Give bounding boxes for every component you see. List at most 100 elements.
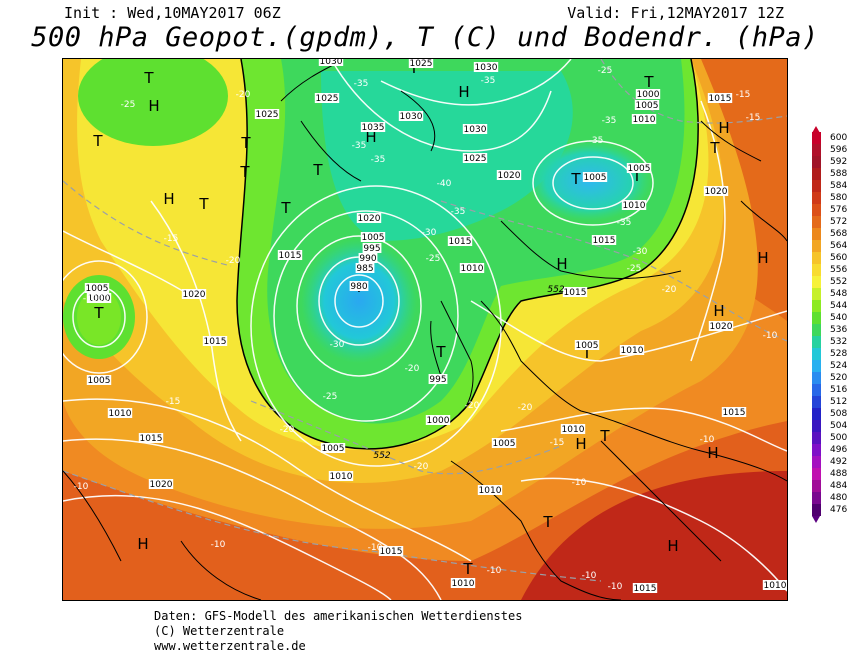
pressure-label: 1010 (764, 581, 787, 591)
temperature-label: -35 (481, 76, 496, 86)
pressure-label-bg (591, 235, 617, 245)
low-pressure-marker: T (198, 195, 209, 213)
legend-tick-label: 560 (830, 253, 848, 263)
temperature-label: -15 (550, 438, 565, 448)
legend-arrow-down (812, 516, 820, 523)
low-pressure-marker: T (581, 344, 592, 362)
high-pressure-marker: H (713, 302, 724, 320)
pressure-label: 1005 (493, 439, 516, 449)
legend-swatch (812, 312, 821, 324)
footer-data-source: Daten: GFS-Modell des amerikanischen Wet… (154, 609, 523, 623)
pressure-label-bg (398, 111, 424, 121)
pressure-label: 1005 (576, 341, 599, 351)
pressure-label-bg (355, 263, 375, 273)
pressure-label: 1030 (320, 59, 343, 67)
high-pressure-marker: H (163, 190, 174, 208)
temperature-label: -20 (280, 425, 295, 435)
legend-swatch (812, 168, 821, 180)
pressure-label: 1010 (623, 201, 646, 211)
pressure-label-bg (562, 287, 588, 297)
field-teal (321, 71, 573, 241)
pressure-label: 1000 (427, 416, 450, 426)
pressure-label-bg (447, 236, 473, 246)
temperature-label: -20 (236, 90, 251, 100)
temperature-label: -30 (633, 247, 648, 257)
legend-swatch (812, 132, 821, 144)
temperature-label: -35 (602, 116, 617, 126)
temperature-label: -35 (354, 79, 369, 89)
legend-swatch (812, 228, 821, 240)
pressure-label-bg (477, 485, 503, 495)
pressure-label-bg (707, 93, 733, 103)
pressure-label: 1015 (593, 236, 616, 246)
field-darkred (521, 471, 787, 600)
pressure-label-bg (362, 243, 382, 253)
temperature-label: -20 (226, 256, 241, 266)
temperature-label: -35 (617, 218, 632, 228)
high-pressure-marker: H (757, 249, 768, 267)
low-pressure-marker: T (143, 69, 154, 87)
pressure-label: 1030 (464, 125, 487, 135)
legend-tick-label: 500 (830, 433, 848, 443)
pressure-label: 1015 (634, 584, 657, 594)
pressure-label-bg (708, 321, 734, 331)
pressure-label-bg (462, 153, 488, 163)
pressure-label-bg (428, 374, 448, 384)
temperature-label: -10 (763, 331, 778, 341)
pressure-label-bg (631, 114, 657, 124)
legend-swatch (812, 420, 821, 432)
legend-swatch (812, 444, 821, 456)
pressure-label: 1025 (256, 110, 279, 120)
pressure-label: 990 (359, 254, 376, 264)
pressure-label: 1005 (322, 444, 345, 454)
low-pressure-marker: T (92, 132, 103, 150)
low-pressure-marker: T (631, 167, 642, 185)
pressure-label: 1020 (710, 322, 733, 332)
low-pressure-marker: T (462, 560, 473, 578)
temperature-label: -25 (627, 264, 642, 274)
pressure-label-bg (496, 170, 522, 180)
pressure-label-bg (148, 479, 174, 489)
legend-tick-label: 512 (830, 397, 848, 407)
legend-arrow-up (812, 126, 820, 133)
pressure-label-bg (320, 443, 346, 453)
footer-copyright: (C) Wetterzentrale (154, 624, 285, 638)
pressure-label: 1015 (709, 94, 732, 104)
pressure-label: 1010 (479, 486, 502, 496)
legend-swatch (812, 348, 821, 360)
pressure-label: 1020 (183, 290, 206, 300)
legend-swatch (812, 204, 821, 216)
pressure-label-bg (314, 93, 340, 103)
low-pressure-marker: T (643, 73, 654, 91)
legend-swatch (812, 492, 821, 504)
pressure-label: 985 (356, 264, 373, 274)
legend-tick-label: 540 (830, 313, 848, 323)
high-pressure-marker: H (137, 535, 148, 553)
pressure-label: 1010 (633, 115, 656, 125)
low-pressure-marker: T (709, 139, 720, 157)
temperature-label: -40 (437, 179, 452, 189)
pressure-label: 1015 (723, 408, 746, 418)
pressure-label: 1010 (621, 346, 644, 356)
legend-tick-label: 484 (830, 481, 848, 491)
temperature-label: -10 (572, 478, 587, 488)
legend-tick-label: 528 (830, 349, 848, 359)
pressure-label-bg (632, 583, 658, 593)
temperature-label: -20 (518, 403, 533, 413)
weather-map: THTTTHTTTHTHTTTHTHHTHTTTHTHTHHT 10301025… (62, 58, 788, 601)
init-time: Init : Wed,10MAY2017 06Z (64, 4, 281, 22)
legend-tick-label: 524 (830, 361, 848, 371)
temperature-label: -10 (608, 582, 623, 592)
pressure-label-bg (703, 186, 729, 196)
pressure-label: 1010 (109, 409, 132, 419)
pressure-label-bg (560, 424, 586, 434)
temperature-label: -20 (414, 462, 429, 472)
pressure-label: 995 (429, 375, 446, 385)
low-pressure-marker: T (312, 161, 323, 179)
temperature-label: -10 (700, 435, 715, 445)
legend-tick-label: 476 (830, 505, 848, 515)
isobars (63, 59, 787, 600)
low-pressure-marker: T (240, 134, 251, 152)
pressure-label: 1010 (330, 472, 353, 482)
temperature-label: -15 (746, 113, 761, 123)
